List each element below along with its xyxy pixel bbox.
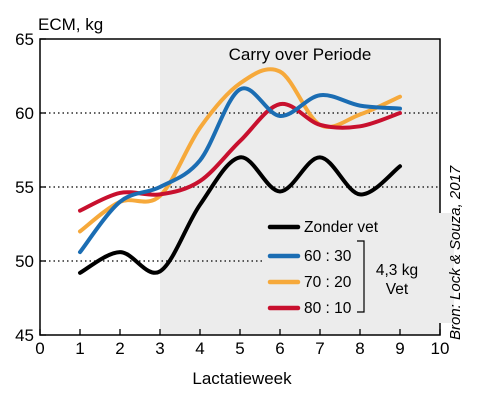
series-line-80-10: [78, 102, 402, 213]
x-tick-label: 9: [395, 339, 404, 358]
x-tick-label: 1: [75, 339, 84, 358]
x-tick-label: 10: [431, 339, 450, 358]
series-lines: [78, 67, 402, 275]
y-tick-label: 45: [15, 326, 34, 345]
series-line-zonder-vet: [78, 155, 402, 275]
x-tick-label: 0: [35, 339, 44, 358]
legend-group-bracket: [357, 240, 365, 313]
x-tick-label: 5: [235, 339, 244, 358]
legend-group-label-line2: Vet: [386, 281, 409, 298]
y-tick-label: 60: [15, 104, 34, 123]
x-tick-label: 7: [315, 339, 324, 358]
x-tick-label: 4: [195, 339, 204, 358]
source-note: Bron: Lock & Souza, 2017: [447, 165, 464, 340]
x-tick-label: 3: [155, 339, 164, 358]
series-line-60-30: [78, 86, 402, 255]
x-tick-label: 6: [275, 339, 284, 358]
y-axis-title: ECM, kg: [38, 15, 103, 34]
series-line-70-20: [78, 67, 402, 234]
x-axis-title: Lactatieweek: [192, 369, 292, 388]
legend-label-70-20: 70 : 20: [304, 274, 352, 291]
legend-label-zonder-vet: Zonder vet: [304, 219, 379, 236]
x-tick-label: 8: [355, 339, 364, 358]
y-tick-label: 50: [15, 252, 34, 271]
legend-box: [264, 213, 454, 323]
y-axis-ticks: 45 50 55 60 65: [15, 30, 46, 345]
carry-over-label: Carry over Periode: [229, 45, 372, 64]
legend: Zonder vet 60 : 30 70 : 20 80 : 10 4,3 kg V…: [264, 213, 454, 323]
legend-label-60-30: 60 : 30: [304, 248, 352, 265]
legend-group-label-line1: 4,3 kg: [376, 262, 418, 279]
y-tick-label: 65: [15, 30, 34, 49]
x-tick-label: 2: [115, 339, 124, 358]
legend-label-80-10: 80 : 10: [304, 300, 352, 317]
y-tick-label: 55: [15, 178, 34, 197]
x-axis-ticks: 0 1 2 3 4 5 6 7 8 9 10: [35, 329, 449, 358]
